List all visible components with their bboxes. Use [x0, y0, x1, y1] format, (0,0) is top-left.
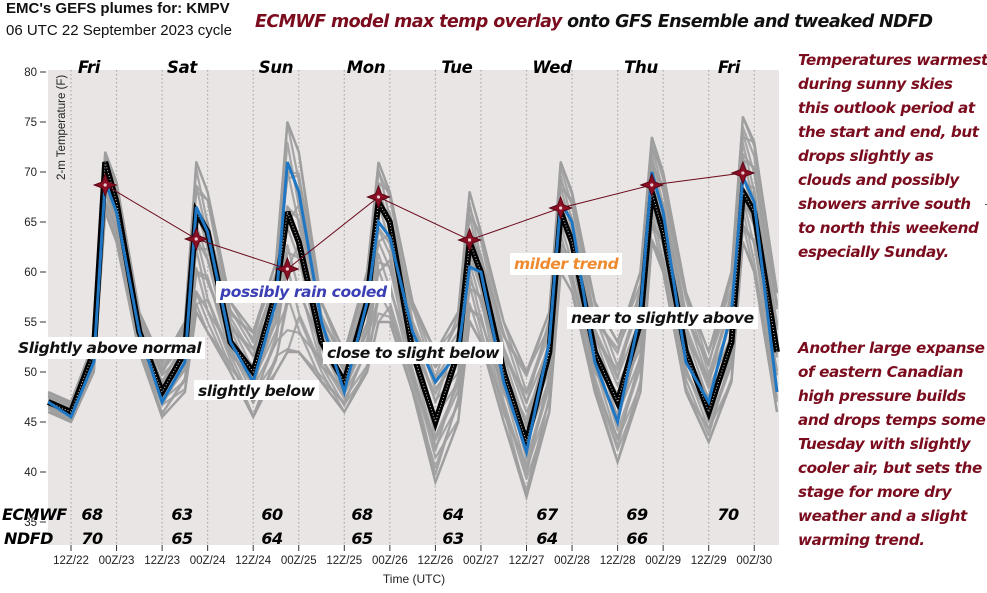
day-label: Thu [624, 58, 658, 77]
ecmwf-marker-center [194, 237, 198, 241]
day-label: Fri [78, 58, 101, 77]
x-tick-label: 12Z/23 [144, 555, 180, 567]
ecmwf-marker-center [559, 206, 563, 210]
day-label: Fri [718, 58, 741, 77]
annotation-milder-trend: milder trend [510, 253, 623, 275]
ecmwf-max-temp: 60 [261, 505, 283, 524]
y-tick-label: 50 [24, 367, 37, 379]
x-axis: 12Z/22 00Z/23 12Z/23 00Z/24 12Z/24 00Z/25 12Z/… [53, 545, 772, 567]
ecmwf-marker-center [467, 238, 472, 242]
x-tick-label: 00Z/29 [645, 555, 681, 567]
ecmwf-max-temp: 68 [81, 505, 103, 524]
y-tick-label: 60 [24, 267, 37, 279]
annotation-slightly-above-normal: Slightly above normal [14, 337, 206, 359]
ecmwf-max-temp: 68 [351, 505, 373, 524]
ndfd-max-temp: 70 [81, 529, 103, 548]
x-tick-label: 00Z/24 [190, 555, 226, 567]
x-tick-label: 00Z/25 [281, 555, 317, 567]
forecast-discussion-2: Another large expanse of eastern Canadia… [798, 339, 986, 549]
x-tick-label: 12Z/22 [53, 555, 89, 567]
y-tick-label: 55 [24, 317, 37, 329]
ecmwf-max-temp: 67 [536, 505, 559, 524]
x-tick-label: 12Z/28 [600, 555, 636, 567]
annotation-slightly-below: slightly below [194, 380, 319, 400]
x-tick-label: 12Z/24 [235, 555, 271, 567]
ecmwf-marker-center [103, 183, 107, 187]
y-tick-label: 75 [24, 117, 37, 129]
y-tick-label: 65 [24, 217, 37, 229]
forecast-discussion-1: Temperatures warmest during sunny skies … [798, 51, 987, 261]
ecmwf-marker-center [650, 183, 654, 187]
x-tick-label: 12Z/29 [691, 555, 727, 567]
ndfd-max-temp: 65 [351, 529, 373, 548]
ecmwf-max-temp: 70 [717, 505, 739, 524]
x-tick-label: 00Z/28 [554, 555, 590, 567]
stray-mark [985, 204, 987, 205]
y-axis: 35 40 45 50 55 60 65 70 75 80 [24, 67, 46, 529]
y-tick-label: 80 [24, 67, 37, 79]
ecmwf-marker-center [376, 195, 381, 199]
day-label: Wed [532, 58, 572, 77]
annotation-close-to-slight-below: close to slight below [323, 342, 504, 364]
day-label: Sat [167, 58, 198, 77]
day-label: Tue [441, 58, 472, 77]
ecmwf-max-temp: 64 [442, 505, 464, 524]
annotation-near-to-slightly-above: near to slightly above [567, 307, 758, 329]
ecmwf-overlay [92, 160, 756, 282]
ndfd-max-temp: 64 [536, 529, 558, 548]
x-tick-label: 00Z/27 [463, 555, 499, 567]
ndfd-max-temp: 63 [442, 529, 464, 548]
overlay-headline: ECMWF model max temp overlay onto GFS En… [255, 12, 933, 32]
cycle-subtitle: 06 UTC 22 September 2023 cycle [6, 22, 232, 39]
y-tick-label: 35 [24, 517, 37, 529]
ecmwf-row-label: ECMWF [2, 505, 67, 524]
ecmwf-trend-line [104, 172, 743, 270]
x-tick-label: 12Z/26 [417, 555, 453, 567]
ndfd-row-label: NDFD [4, 529, 53, 548]
y-tick-label: 40 [24, 467, 37, 479]
day-label: Mon [347, 58, 386, 77]
ndfd-max-temp: 64 [261, 529, 283, 548]
headline-black-part: onto GFS Ensemble and tweaked NDFD [561, 12, 933, 32]
day-label: Sun [259, 58, 293, 77]
x-tick-label: 12Z/25 [326, 555, 362, 567]
ecmwf-marker-center [285, 267, 289, 271]
ecmwf-marker-center [741, 171, 745, 175]
y-tick-label: 45 [24, 417, 37, 429]
x-tick-label: 12Z/27 [509, 555, 545, 567]
ndfd-max-temp: 65 [171, 529, 193, 548]
headline-red-part: ECMWF model max temp overlay [255, 12, 562, 32]
x-tick-label: 00Z/23 [99, 555, 135, 567]
y-axis-label: 2-m Temperature (F) [56, 75, 68, 180]
ensemble-envelope-low [47, 211, 779, 502]
ndfd-max-temp: 66 [626, 529, 648, 548]
day-labels: Fri Sat Sun Mon Tue Wed Thu Fri [78, 58, 741, 77]
annotation-possibly-rain-cooled: possibly rain cooled [216, 281, 391, 303]
x-axis-label: Time (UTC) [383, 572, 445, 586]
x-tick-label: 00Z/26 [372, 555, 408, 567]
x-tick-label: 00Z/30 [736, 555, 772, 567]
max-temp-rows: ECMWF NDFD 68 63 60 68 64 67 69 70 70 65 64 65 63 64 66 [2, 505, 740, 548]
chart-title: EMC's GEFS plumes for: KMPV [6, 0, 230, 17]
y-tick-label: 70 [24, 167, 37, 179]
ecmwf-max-temp: 63 [171, 505, 193, 524]
ensemble-envelope-high [47, 116, 779, 404]
ecmwf-max-temp: 69 [626, 505, 648, 524]
